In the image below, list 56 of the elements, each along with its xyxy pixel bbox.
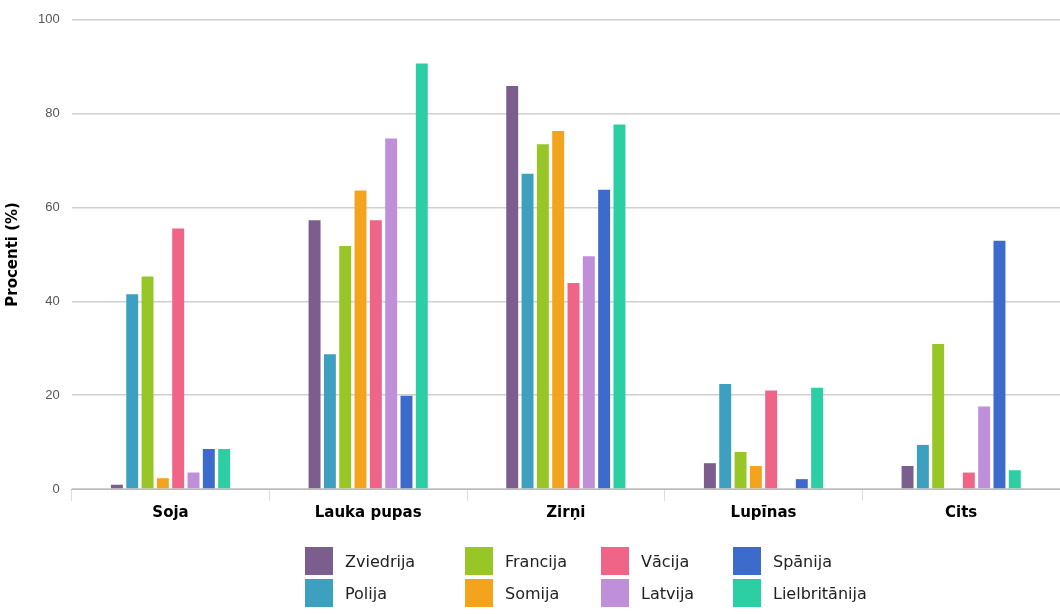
bar	[765, 390, 778, 489]
y-tick-label: 60	[45, 199, 60, 215]
legend-label: Somija	[505, 583, 560, 603]
x-tick-label: Soja	[152, 502, 189, 521]
bar	[734, 451, 747, 489]
bar	[202, 449, 215, 489]
bar	[613, 124, 626, 489]
bar	[369, 220, 382, 489]
legend-label: Francija	[505, 551, 568, 571]
bar	[400, 395, 413, 489]
y-axis-title: Procenti (%)	[2, 202, 21, 307]
bar	[415, 63, 428, 489]
legend-label: Lielbritānija	[773, 583, 867, 603]
bar	[172, 228, 185, 489]
bar	[932, 344, 945, 489]
bar	[506, 85, 519, 489]
bar	[521, 173, 534, 489]
bar	[993, 240, 1006, 489]
bar	[795, 479, 808, 489]
bar	[156, 478, 169, 489]
y-tick-label: 100	[37, 11, 60, 27]
bar	[354, 190, 367, 489]
bar	[916, 444, 929, 489]
y-tick-label: 0	[52, 480, 60, 496]
bar	[901, 466, 914, 489]
legend-label: Polija	[345, 583, 388, 603]
bar	[703, 463, 716, 489]
legend-label: Latvija	[641, 583, 695, 603]
bar	[567, 283, 580, 489]
bar	[811, 387, 824, 489]
bar	[141, 276, 154, 489]
x-tick-label: Lupīnas	[730, 502, 797, 521]
bar	[339, 245, 352, 489]
x-tick-label: Zirņi	[546, 502, 586, 521]
bar	[218, 449, 231, 489]
x-tick-label: Cits	[945, 502, 978, 521]
legend-label: Spānija	[773, 551, 832, 571]
bar	[598, 189, 611, 489]
y-tick-label: 40	[45, 292, 60, 308]
bar	[582, 256, 595, 489]
bar	[552, 131, 565, 489]
y-tick-label: 80	[45, 105, 60, 121]
bar	[126, 294, 139, 489]
bar	[978, 406, 991, 489]
bar	[323, 354, 336, 489]
legend-label: Zviedrija	[345, 551, 416, 571]
bar	[719, 383, 732, 489]
bar	[308, 220, 321, 489]
y-tick-label: 20	[45, 386, 60, 402]
legend-label: Vācija	[641, 551, 690, 571]
bar	[962, 472, 975, 489]
bar	[1008, 470, 1021, 489]
bar	[385, 138, 398, 489]
bar	[536, 144, 549, 489]
bar	[749, 466, 762, 489]
x-tick-label: Lauka pupas	[314, 502, 422, 521]
